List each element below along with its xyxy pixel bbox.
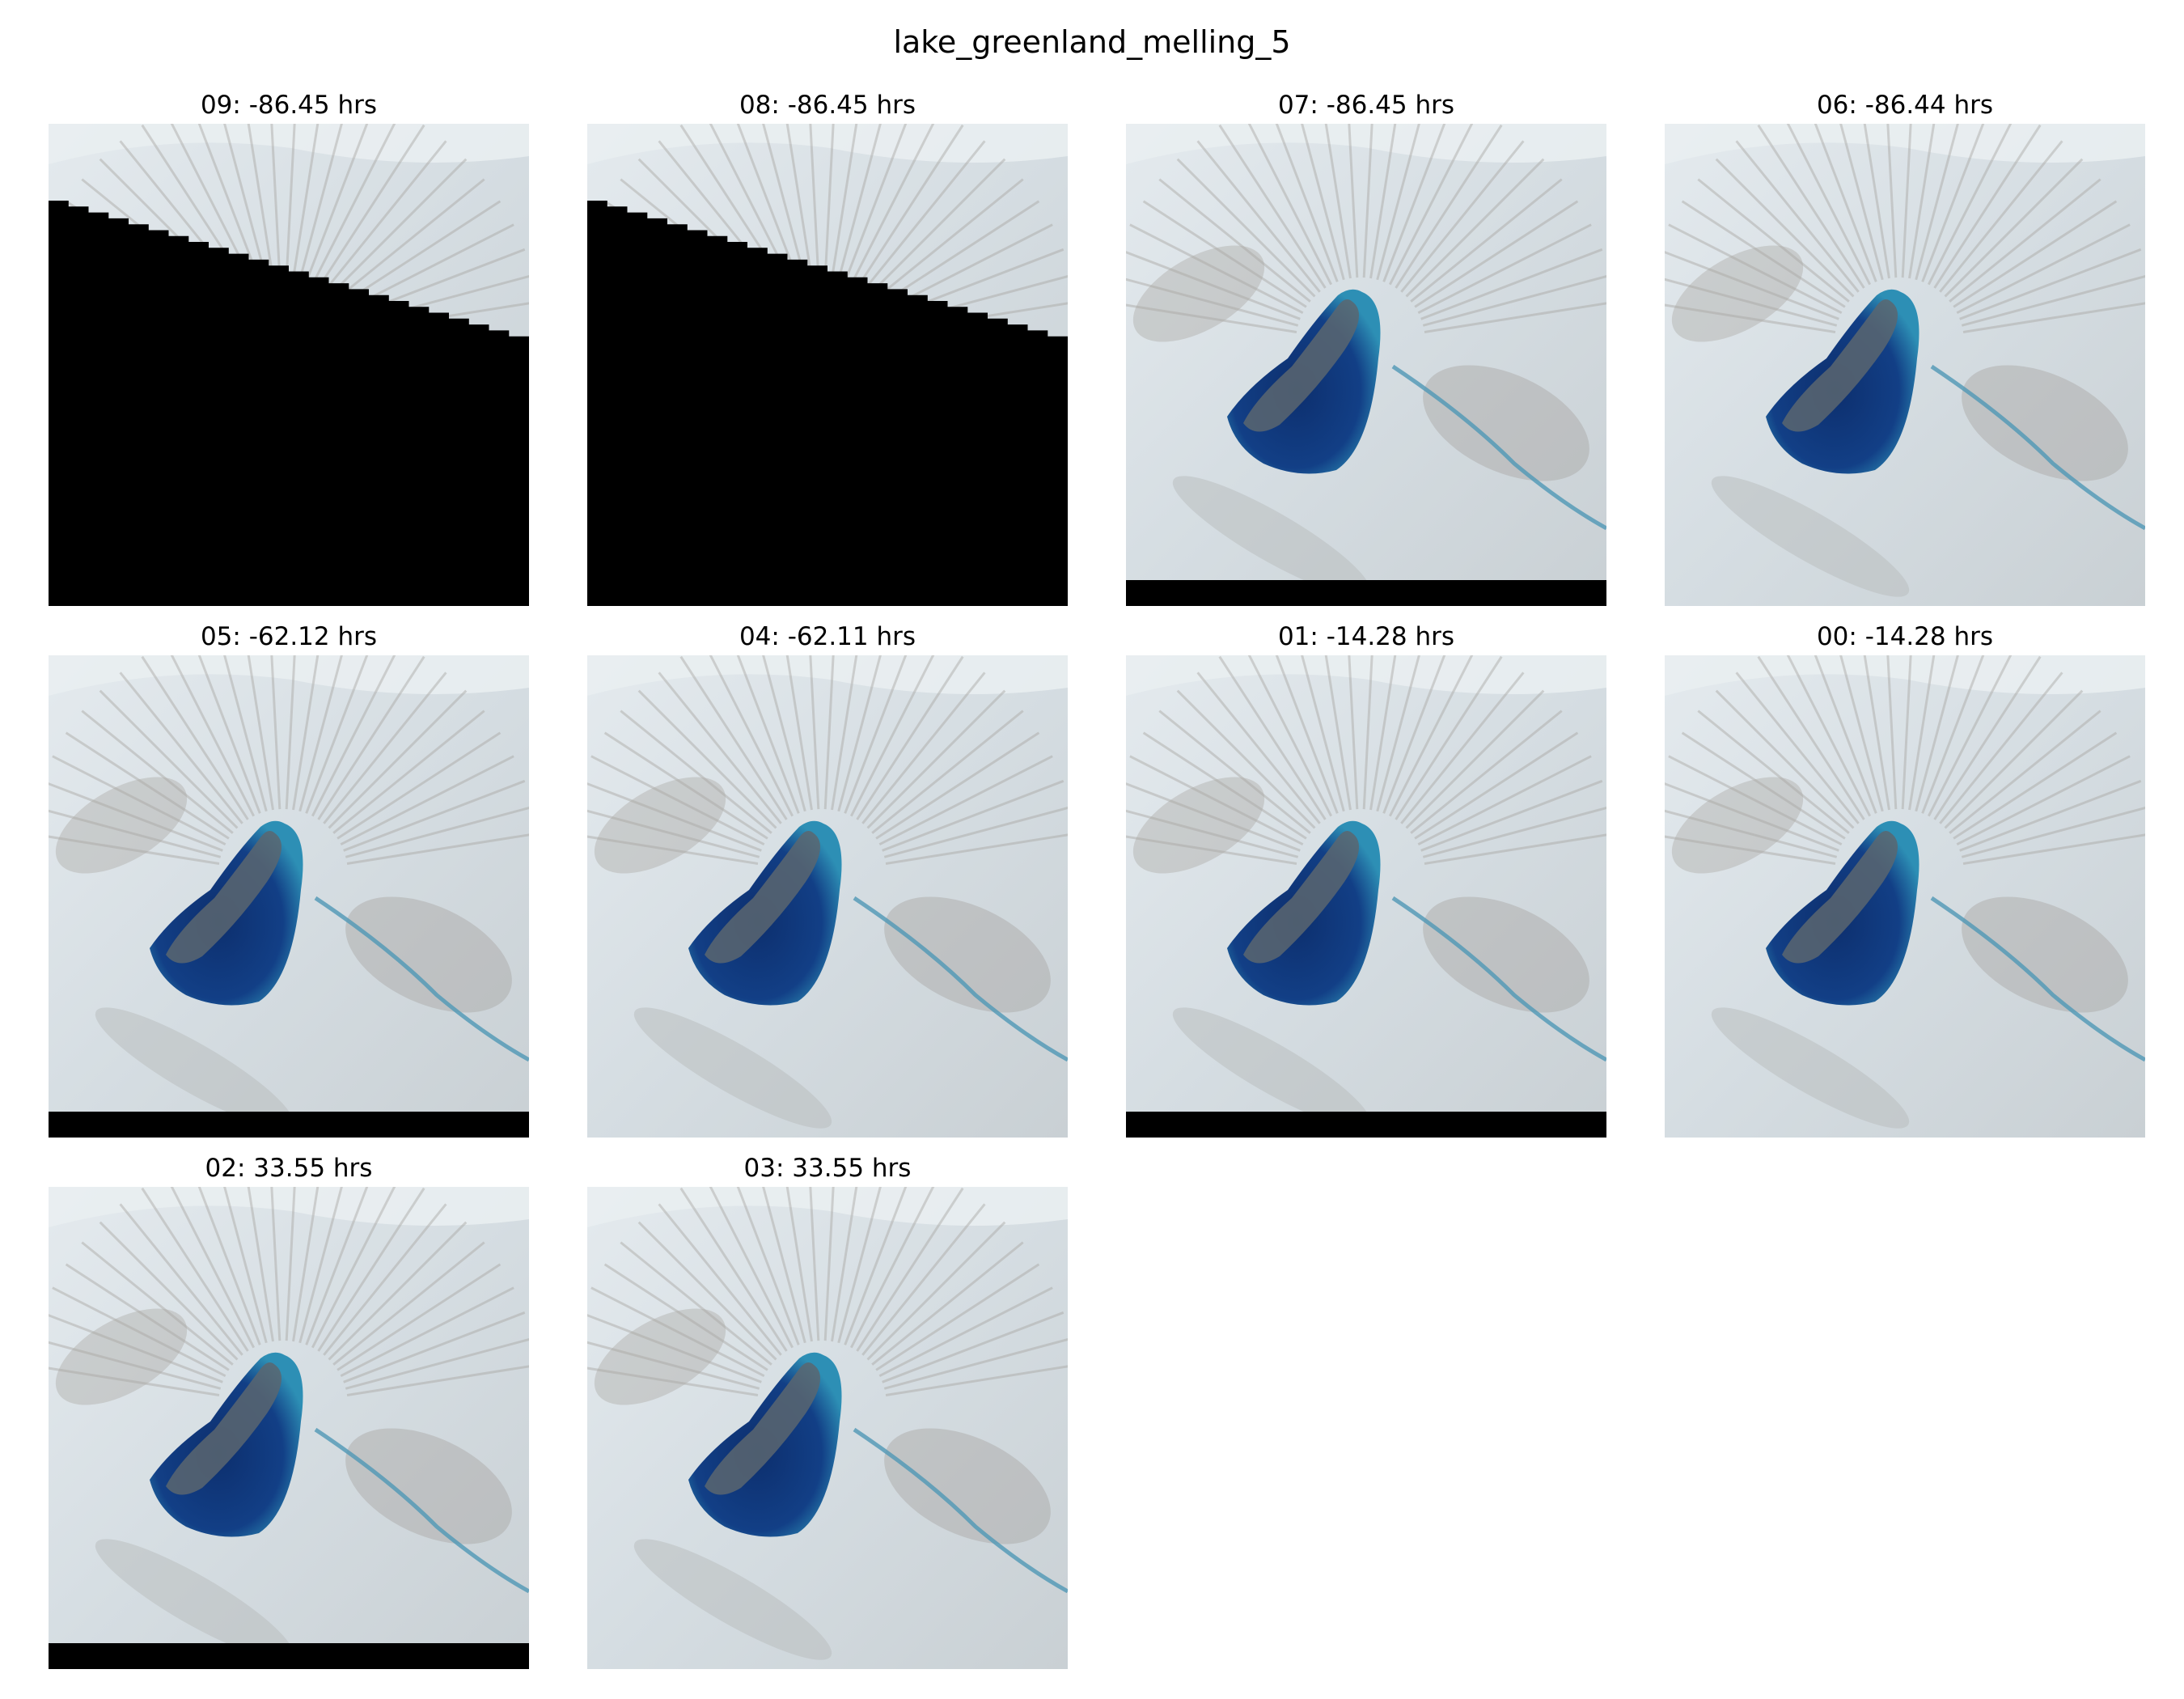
dirty-ice-patch xyxy=(1962,365,2128,481)
ice-shelf-band xyxy=(587,655,1068,696)
dirty-ice-patch xyxy=(1132,245,1265,342)
lake-island xyxy=(166,1362,281,1495)
lake-island xyxy=(1243,299,1359,432)
lake-island xyxy=(1243,830,1359,964)
dirty-ice-patch xyxy=(1671,777,1804,874)
ice-crevasse-streaks xyxy=(587,1187,1068,1396)
dirty-ice-patch xyxy=(1711,1007,1910,1129)
no-data-strip xyxy=(49,1643,529,1669)
meltwater-stream xyxy=(1930,896,2145,1062)
meltwater-stream xyxy=(853,1427,1068,1594)
ice-shelf-band xyxy=(1126,655,1606,696)
ice-shelf-band xyxy=(49,655,529,696)
ice-shelf-band xyxy=(1665,655,2145,696)
ice-shelf-band xyxy=(1126,124,1606,164)
ice-crevasse-streaks xyxy=(49,1187,529,1396)
satellite-image xyxy=(1665,124,2145,606)
dirty-ice-patch xyxy=(594,1308,726,1405)
ice-shelf-band xyxy=(49,124,529,164)
dirty-ice-patch xyxy=(633,1539,832,1660)
dirty-ice-patch xyxy=(1423,896,1589,1013)
panel-title: 07: -86.45 hrs xyxy=(1277,91,1455,120)
satellite-image xyxy=(1665,655,2145,1138)
meltwater-stream xyxy=(853,896,1068,1062)
ice-crevasse-streaks xyxy=(1126,124,1606,333)
lake-island xyxy=(705,1362,820,1495)
no-data-mask xyxy=(49,201,529,606)
satellite-image xyxy=(587,1187,1068,1669)
meltwater-stream xyxy=(1391,364,1606,531)
ice-crevasse-streaks xyxy=(1126,655,1606,865)
dirty-ice-patch xyxy=(1423,365,1589,481)
satellite-image xyxy=(587,655,1068,1138)
meltwater-stream xyxy=(314,896,529,1062)
dirty-ice-patch xyxy=(95,1539,294,1660)
satellite-image xyxy=(49,124,529,606)
no-data-strip xyxy=(1126,1112,1606,1138)
dirty-ice-patch xyxy=(1132,777,1265,874)
dirty-ice-patch xyxy=(594,777,726,874)
panel-title: 05: -62.12 hrs xyxy=(200,622,378,651)
dirty-ice-patch xyxy=(345,896,512,1013)
dirty-ice-patch xyxy=(633,1007,832,1129)
ice-crevasse-streaks xyxy=(587,655,1068,865)
panel-title: 00: -14.28 hrs xyxy=(1816,622,1994,651)
dirty-ice-patch xyxy=(1172,1007,1371,1129)
ice-shelf-band xyxy=(587,1187,1068,1227)
dirty-ice-patch xyxy=(1711,476,1910,597)
ice-shelf-band xyxy=(587,124,1068,164)
ice-crevasse-streaks xyxy=(49,655,529,865)
panel-title: 01: -14.28 hrs xyxy=(1277,622,1455,651)
lake-island xyxy=(1782,830,1898,964)
dirty-ice-patch xyxy=(1671,245,1804,342)
panel-title: 02: 33.55 hrs xyxy=(205,1154,373,1183)
meltwater-stream xyxy=(1930,364,2145,531)
ice-shelf-band xyxy=(49,1187,529,1227)
panel-title: 03: 33.55 hrs xyxy=(743,1154,912,1183)
no-data-strip xyxy=(49,1112,529,1138)
dirty-ice-patch xyxy=(1172,476,1371,597)
lake-island xyxy=(705,830,820,964)
dirty-ice-patch xyxy=(884,1428,1051,1544)
meltwater-stream xyxy=(1391,896,1606,1062)
ice-crevasse-streaks xyxy=(1665,124,2145,333)
panel-title: 06: -86.44 hrs xyxy=(1816,91,1994,120)
no-data-strip xyxy=(1126,580,1606,606)
satellite-image xyxy=(49,1187,529,1669)
panel-title: 04: -62.11 hrs xyxy=(739,622,916,651)
satellite-image xyxy=(1126,124,1606,606)
lake-island xyxy=(166,830,281,964)
ice-shelf-band xyxy=(1665,124,2145,164)
lake-island xyxy=(1782,299,1898,432)
dirty-ice-patch xyxy=(55,1308,188,1405)
meltwater-stream xyxy=(314,1427,529,1594)
no-data-mask xyxy=(587,201,1068,606)
satellite-image xyxy=(49,655,529,1138)
dirty-ice-patch xyxy=(95,1007,294,1129)
figure-title: lake_greenland_melling_5 xyxy=(893,24,1291,60)
dirty-ice-patch xyxy=(55,777,188,874)
ice-crevasse-streaks xyxy=(1665,655,2145,865)
satellite-image xyxy=(1126,655,1606,1138)
panel-title: 08: -86.45 hrs xyxy=(739,91,916,120)
satellite-image xyxy=(587,124,1068,606)
panel-title: 09: -86.45 hrs xyxy=(200,91,378,120)
dirty-ice-patch xyxy=(884,896,1051,1013)
dirty-ice-patch xyxy=(345,1428,512,1544)
dirty-ice-patch xyxy=(1962,896,2128,1013)
